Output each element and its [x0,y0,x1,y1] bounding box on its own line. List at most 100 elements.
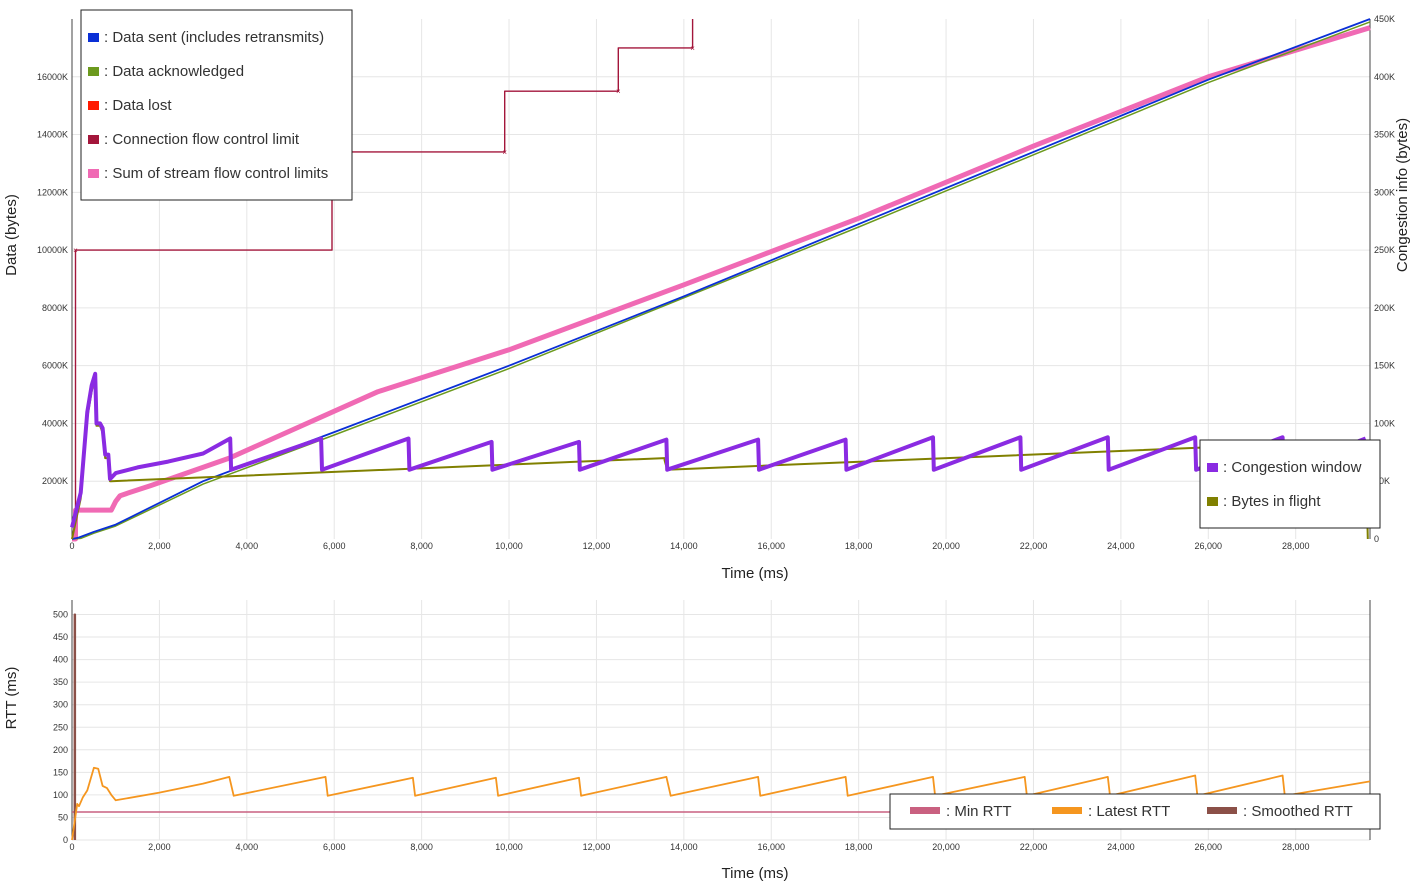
legend-label: : Bytes in flight [1223,493,1321,510]
main-x-tick-label: 16,000 [757,541,785,551]
rtt-x-tick-label: 10,000 [495,842,523,852]
legend-item-connection-flow-control-limit[interactable]: : Connection flow control limit [88,131,300,148]
rtt-y-tick-label: 100 [53,790,68,800]
legend-item-smoothed-rtt[interactable]: : Smoothed RTT [1207,803,1353,820]
legend-item-data-acknowledged[interactable]: : Data acknowledged [88,63,244,80]
rtt-x-tick-label: 24,000 [1107,842,1135,852]
rtt-x-tick-label: 20,000 [932,842,960,852]
connection-limit-marker: × [502,148,507,157]
rtt-x-tick-label: 2,000 [148,842,171,852]
main-y-axis-title: Data (bytes) [3,194,20,276]
main-y2-tick-label: 300K [1374,187,1395,197]
legend-swatch [1207,463,1218,472]
main-y-tick-label: 10000K [37,245,68,255]
legend-item-min-rtt[interactable]: : Min RTT [910,803,1012,820]
main-y2-axis-title: Congestion info (bytes) [1394,118,1411,272]
main-legend: : Data sent (includes retransmits) : Data… [80,9,353,201]
rtt-y-tick-label: 250 [53,722,68,732]
legend-swatch [1207,497,1218,506]
legend-swatch [88,101,99,110]
main-y2-tick-label: 0 [1374,534,1379,544]
main-y2-tick-label: 450K [1374,14,1395,24]
legend-label: : Congestion window [1223,459,1362,476]
rtt-x-tick-label: 18,000 [845,842,873,852]
rtt-x-tick-label: 14,000 [670,842,698,852]
connection-limit-marker: × [616,87,621,96]
congestion-legend: : Congestion window : Bytes in flight [1199,439,1381,529]
rtt-x-tick-label: 28,000 [1282,842,1310,852]
rtt-x-tick-label: 12,000 [583,842,611,852]
rtt-x-tick-label: 16,000 [757,842,785,852]
main-y-tick-label: 2000K [42,476,68,486]
main-x-tick-label: 2,000 [148,541,171,551]
connection-limit-marker: × [690,44,695,53]
main-y-tick-label: 8000K [42,303,68,313]
legend-item-latest-rtt[interactable]: : Latest RTT [1052,803,1170,820]
legend-item-congestion-window[interactable]: : Congestion window [1207,459,1362,476]
legend-swatch [88,33,99,42]
legend-swatch [88,67,99,76]
main-x-tick-label: 4,000 [236,541,259,551]
main-x-tick-label: 12,000 [583,541,611,551]
legend-swatch [1207,807,1237,814]
connection-limit-marker: × [73,246,78,255]
legend-label: : Connection flow control limit [104,131,300,148]
legend-label: : Sum of stream flow control limits [104,165,328,182]
main-x-tick-label: 0 [69,541,74,551]
series-connection-flow-control-limit [72,19,694,540]
main-y2-tick-label: 100K [1374,418,1395,428]
rtt-x-tick-label: 0 [69,842,74,852]
legend-label: : Latest RTT [1088,803,1170,820]
main-x-tick-label: 20,000 [932,541,960,551]
main-y2-tick-label: 50K [1374,476,1390,486]
rtt-y-tick-label: 200 [53,745,68,755]
rtt-chart: 0 2,000 4,000 6,000 8,000 10,000 12,000 14,000 1… [3,600,1381,882]
legend-swatch [88,169,99,178]
series-data-acknowledged [71,21,1371,540]
legend-swatch [1052,807,1082,814]
series-sum-stream-flow-control-limits [72,25,1371,542]
legend-label: : Data lost [104,97,172,114]
series-smoothed-rtt [73,613,77,840]
main-y-tick-label: 12000K [37,187,68,197]
main-x-tick-label: 24,000 [1107,541,1135,551]
legend-label: : Data acknowledged [104,63,244,80]
data-congestion-chart: 0 2,000 4,000 6,000 8,000 10,000 12,000 14,000 1… [3,9,1411,582]
main-x-tick-label: 10,000 [495,541,523,551]
legend-item-sum-stream-flow-control-limits[interactable]: : Sum of stream flow control limits [88,165,328,182]
main-y2-tick-label: 250K [1374,245,1395,255]
rtt-y-tick-label: 0 [63,835,68,845]
rtt-y-tick-label: 50 [58,812,68,822]
legend-label: : Smoothed RTT [1243,803,1353,820]
series-latest-rtt [71,766,1371,841]
legend-swatch [910,807,940,814]
rtt-x-tick-label: 6,000 [323,842,346,852]
rtt-x-tick-label: 26,000 [1195,842,1223,852]
main-x-tick-label: 18,000 [845,541,873,551]
main-x-tick-label: 28,000 [1282,541,1310,551]
rtt-y-tick-label: 150 [53,767,68,777]
rtt-legend: : Min RTT : Latest RTT : Smoothed RTT [889,793,1381,830]
main-y-tick-label: 4000K [42,418,68,428]
legend-swatch [88,135,99,144]
main-y2-tick-label: 350K [1374,130,1395,140]
main-y-tick-label: 6000K [42,361,68,371]
rtt-y-tick-label: 500 [53,610,68,620]
rtt-x-tick-label: 4,000 [236,842,259,852]
legend-item-bytes-in-flight[interactable]: : Bytes in flight [1207,493,1321,510]
main-y2-tick-label: 200K [1374,303,1395,313]
rtt-y-axis-title: RTT (ms) [3,667,20,730]
rtt-x-tick-label: 8,000 [410,842,433,852]
series-data-sent [71,18,1371,540]
main-x-tick-label: 26,000 [1195,541,1223,551]
main-x-tick-label: 6,000 [323,541,346,551]
main-x-tick-label: 8,000 [410,541,433,551]
main-x-tick-label: 22,000 [1020,541,1048,551]
rtt-x-tick-label: 22,000 [1020,842,1048,852]
legend-item-data-lost[interactable]: : Data lost [88,97,172,114]
legend-item-data-sent[interactable]: : Data sent (includes retransmits) [88,29,324,46]
main-y-tick-label: 16000K [37,72,68,82]
main-y2-tick-label: 400K [1374,72,1395,82]
rtt-y-tick-label: 300 [53,700,68,710]
